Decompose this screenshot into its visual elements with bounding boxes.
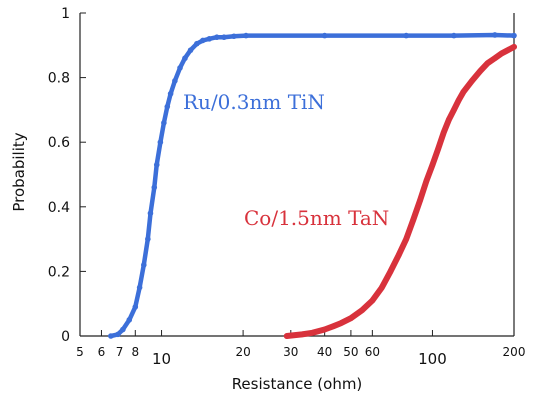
x-tick-label: 100 <box>418 350 447 368</box>
x-tick-label: 10 <box>152 350 171 368</box>
plot-area: 0 0.2 0.4 0.6 0.8 1 5 6 7 8 10 20 30 40 50 60 100 200 <box>48 6 526 368</box>
y-tick-label: 1 <box>61 6 70 22</box>
data-point-co-tan <box>435 145 441 152</box>
data-point-co-tan <box>492 55 498 62</box>
data-point-ru-tin <box>167 90 174 97</box>
data-point-co-tan <box>410 216 417 223</box>
data-point-ru-tin <box>206 36 213 42</box>
data-point-ru-tin <box>147 210 154 217</box>
data-point-ru-tin <box>151 184 158 191</box>
x-axis-title: Resistance (ohm) <box>232 375 363 393</box>
data-point-co-tan <box>484 60 491 66</box>
data-point-ru-tin <box>141 262 147 268</box>
data-point-ru-tin <box>231 33 237 40</box>
data-point-co-tan <box>498 50 505 57</box>
data-point-co-tan <box>299 331 305 338</box>
data-point-co-tan <box>477 68 483 74</box>
y-tick-label: 0 <box>61 329 70 345</box>
y-tick-label: 0.6 <box>48 135 70 151</box>
data-point-co-tan <box>309 329 316 336</box>
data-point-ru-tin <box>108 333 114 339</box>
data-point-co-tan <box>403 236 409 242</box>
x-tick-label: 50 <box>343 345 358 359</box>
data-point-ru-tin <box>177 65 183 71</box>
data-point-co-tan <box>338 320 344 326</box>
data-point-co-tan <box>446 116 452 123</box>
data-point-ru-tin <box>221 34 227 41</box>
data-point-ru-tin <box>126 317 133 323</box>
data-point-co-tan <box>429 162 436 168</box>
x-tick-label: 20 <box>235 345 250 359</box>
x-tick-label: 30 <box>283 345 298 359</box>
x-tick-label: 6 <box>98 345 106 359</box>
data-point-ru-tin <box>145 236 151 242</box>
data-point-ru-tin <box>157 139 164 145</box>
data-point-ru-tin <box>161 120 167 126</box>
data-point-co-tan <box>330 323 336 330</box>
x-tick-label: 7 <box>116 345 124 359</box>
x-tick-label: 200 <box>503 345 526 359</box>
data-point-co-tan <box>460 89 467 95</box>
data-point-ru-tin <box>132 304 139 310</box>
data-point-ru-tin <box>164 103 171 110</box>
data-point-ru-tin <box>172 78 178 84</box>
data-point-ru-tin <box>153 162 160 168</box>
x-tick-label: 60 <box>365 345 380 359</box>
x-tick-label: 40 <box>317 345 332 359</box>
data-point-co-tan <box>440 129 447 136</box>
x-tick-label: 8 <box>131 345 139 359</box>
data-point-ru-tin <box>182 55 188 62</box>
data-point-ru-tin <box>214 34 220 41</box>
series-label-ru-tin: Ru/0.3nm TiN <box>183 90 325 114</box>
data-point-ru-tin <box>120 326 126 333</box>
data-point-co-tan <box>395 252 402 259</box>
data-point-co-tan <box>378 284 385 291</box>
data-point-ru-tin <box>187 47 194 53</box>
data-point-co-tan <box>359 307 365 313</box>
series-line-ru-tin <box>108 32 517 339</box>
data-point-co-tan <box>455 97 462 104</box>
data-point-co-tan <box>451 107 457 113</box>
y-tick-label: 0.8 <box>48 71 70 87</box>
data-point-co-tan <box>321 326 328 333</box>
data-point-co-tan <box>469 78 475 84</box>
data-point-ru-tin <box>136 284 143 291</box>
x-tick-label: 5 <box>76 345 84 359</box>
y-tick-label: 0.4 <box>48 200 70 216</box>
data-point-co-tan <box>387 268 394 275</box>
data-point-co-tan <box>284 333 290 339</box>
y-axis-title: Probability <box>10 132 28 211</box>
data-point-co-tan <box>423 178 430 184</box>
data-point-co-tan <box>369 297 376 304</box>
data-point-co-tan <box>417 197 423 204</box>
data-point-co-tan <box>348 315 354 322</box>
y-tick-label: 0.2 <box>48 264 70 280</box>
series-label-co-tan: Co/1.5nm TaN <box>244 206 389 230</box>
data-point-co-tan <box>511 44 517 50</box>
data-point-ru-tin <box>115 331 121 338</box>
data-point-ru-tin <box>194 40 200 47</box>
data-point-co-tan <box>505 47 511 53</box>
data-point-ru-tin <box>200 37 206 44</box>
